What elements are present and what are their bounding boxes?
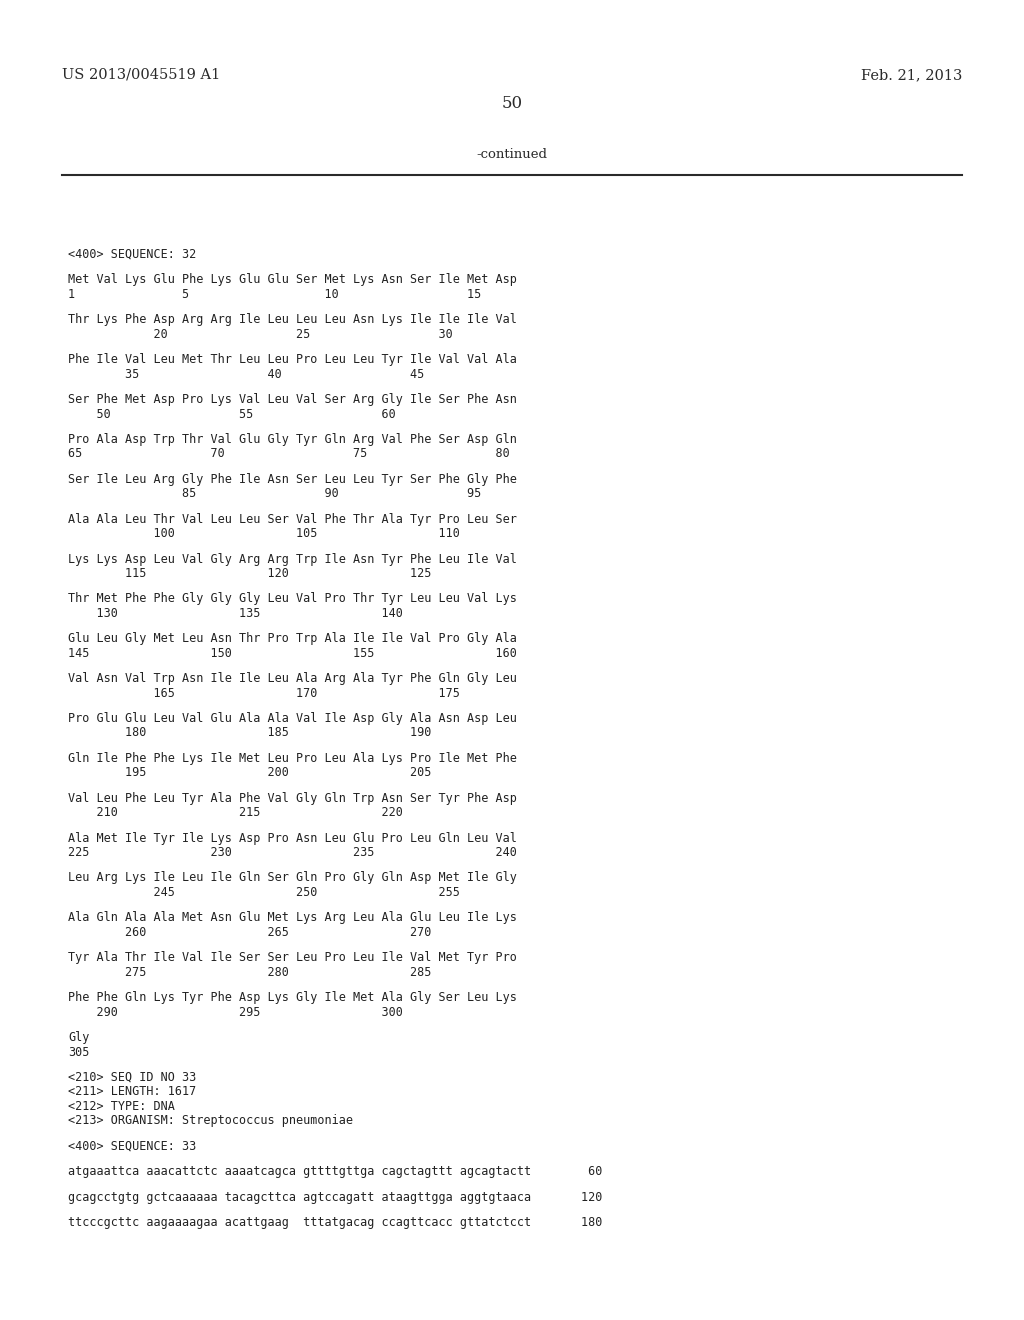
Text: 210                 215                 220: 210 215 220 [68, 807, 402, 820]
Text: 50                  55                  60: 50 55 60 [68, 408, 395, 421]
Text: Phe Ile Val Leu Met Thr Leu Leu Pro Leu Leu Tyr Ile Val Val Ala: Phe Ile Val Leu Met Thr Leu Leu Pro Leu … [68, 354, 517, 366]
Text: Leu Arg Lys Ile Leu Ile Gln Ser Gln Pro Gly Gln Asp Met Ile Gly: Leu Arg Lys Ile Leu Ile Gln Ser Gln Pro … [68, 871, 517, 884]
Text: Ser Ile Leu Arg Gly Phe Ile Asn Ser Leu Leu Tyr Ser Phe Gly Phe: Ser Ile Leu Arg Gly Phe Ile Asn Ser Leu … [68, 473, 517, 486]
Text: 245                 250                 255: 245 250 255 [68, 886, 460, 899]
Text: US 2013/0045519 A1: US 2013/0045519 A1 [62, 69, 220, 82]
Text: <210> SEQ ID NO 33: <210> SEQ ID NO 33 [68, 1071, 197, 1084]
Text: 145                 150                 155                 160: 145 150 155 160 [68, 647, 517, 660]
Text: <400> SEQUENCE: 32: <400> SEQUENCE: 32 [68, 248, 197, 261]
Text: 1               5                   10                  15: 1 5 10 15 [68, 288, 481, 301]
Text: -continued: -continued [476, 148, 548, 161]
Text: Val Asn Val Trp Asn Ile Ile Leu Ala Arg Ala Tyr Phe Gln Gly Leu: Val Asn Val Trp Asn Ile Ile Leu Ala Arg … [68, 672, 517, 685]
Text: Glu Leu Gly Met Leu Asn Thr Pro Trp Ala Ile Ile Val Pro Gly Ala: Glu Leu Gly Met Leu Asn Thr Pro Trp Ala … [68, 632, 517, 645]
Text: 225                 230                 235                 240: 225 230 235 240 [68, 846, 517, 859]
Text: Tyr Ala Thr Ile Val Ile Ser Ser Leu Pro Leu Ile Val Met Tyr Pro: Tyr Ala Thr Ile Val Ile Ser Ser Leu Pro … [68, 952, 517, 964]
Text: Thr Lys Phe Asp Arg Arg Ile Leu Leu Leu Asn Lys Ile Ile Ile Val: Thr Lys Phe Asp Arg Arg Ile Leu Leu Leu … [68, 313, 517, 326]
Text: Gln Ile Phe Phe Lys Ile Met Leu Pro Leu Ala Lys Pro Ile Met Phe: Gln Ile Phe Phe Lys Ile Met Leu Pro Leu … [68, 752, 517, 764]
Text: 100                 105                 110: 100 105 110 [68, 527, 460, 540]
Text: 180                 185                 190: 180 185 190 [68, 726, 431, 739]
Text: Ala Met Ile Tyr Ile Lys Asp Pro Asn Leu Glu Pro Leu Gln Leu Val: Ala Met Ile Tyr Ile Lys Asp Pro Asn Leu … [68, 832, 517, 845]
Text: 85                  90                  95: 85 90 95 [68, 487, 481, 500]
Text: Ser Phe Met Asp Pro Lys Val Leu Val Ser Arg Gly Ile Ser Phe Asn: Ser Phe Met Asp Pro Lys Val Leu Val Ser … [68, 393, 517, 407]
Text: Phe Phe Gln Lys Tyr Phe Asp Lys Gly Ile Met Ala Gly Ser Leu Lys: Phe Phe Gln Lys Tyr Phe Asp Lys Gly Ile … [68, 991, 517, 1005]
Text: Met Val Lys Glu Phe Lys Glu Glu Ser Met Lys Asn Ser Ile Met Asp: Met Val Lys Glu Phe Lys Glu Glu Ser Met … [68, 273, 517, 286]
Text: Ala Gln Ala Ala Met Asn Glu Met Lys Arg Leu Ala Glu Leu Ile Lys: Ala Gln Ala Ala Met Asn Glu Met Lys Arg … [68, 911, 517, 924]
Text: 20                  25                  30: 20 25 30 [68, 327, 453, 341]
Text: 35                  40                  45: 35 40 45 [68, 368, 424, 380]
Text: 275                 280                 285: 275 280 285 [68, 966, 431, 978]
Text: Thr Met Phe Phe Gly Gly Gly Leu Val Pro Thr Tyr Leu Leu Val Lys: Thr Met Phe Phe Gly Gly Gly Leu Val Pro … [68, 593, 517, 606]
Text: ttcccgcttc aagaaaagaa acattgaag  tttatgacag ccagttcacc gttatctcct       180: ttcccgcttc aagaaaagaa acattgaag tttatgac… [68, 1216, 602, 1229]
Text: Pro Ala Asp Trp Thr Val Glu Gly Tyr Gln Arg Val Phe Ser Asp Gln: Pro Ala Asp Trp Thr Val Glu Gly Tyr Gln … [68, 433, 517, 446]
Text: Val Leu Phe Leu Tyr Ala Phe Val Gly Gln Trp Asn Ser Tyr Phe Asp: Val Leu Phe Leu Tyr Ala Phe Val Gly Gln … [68, 792, 517, 805]
Text: Gly: Gly [68, 1031, 89, 1044]
Text: <212> TYPE: DNA: <212> TYPE: DNA [68, 1100, 175, 1113]
Text: Pro Glu Glu Leu Val Glu Ala Ala Val Ile Asp Gly Ala Asn Asp Leu: Pro Glu Glu Leu Val Glu Ala Ala Val Ile … [68, 711, 517, 725]
Text: Lys Lys Asp Leu Val Gly Arg Arg Trp Ile Asn Tyr Phe Leu Ile Val: Lys Lys Asp Leu Val Gly Arg Arg Trp Ile … [68, 553, 517, 565]
Text: 305: 305 [68, 1045, 89, 1059]
Text: atgaaattca aaacattctc aaaatcagca gttttgttga cagctagttt agcagtactt        60: atgaaattca aaacattctc aaaatcagca gttttgt… [68, 1166, 602, 1179]
Text: Feb. 21, 2013: Feb. 21, 2013 [860, 69, 962, 82]
Text: 195                 200                 205: 195 200 205 [68, 767, 431, 779]
Text: 165                 170                 175: 165 170 175 [68, 686, 460, 700]
Text: 65                  70                  75                  80: 65 70 75 80 [68, 447, 510, 461]
Text: 115                 120                 125: 115 120 125 [68, 568, 431, 579]
Text: 260                 265                 270: 260 265 270 [68, 925, 431, 939]
Text: 290                 295                 300: 290 295 300 [68, 1006, 402, 1019]
Text: 130                 135                 140: 130 135 140 [68, 607, 402, 620]
Text: Ala Ala Leu Thr Val Leu Leu Ser Val Phe Thr Ala Tyr Pro Leu Ser: Ala Ala Leu Thr Val Leu Leu Ser Val Phe … [68, 512, 517, 525]
Text: gcagcctgtg gctcaaaaaa tacagcttca agtccagatt ataagttgga aggtgtaaca       120: gcagcctgtg gctcaaaaaa tacagcttca agtccag… [68, 1191, 602, 1204]
Text: <211> LENGTH: 1617: <211> LENGTH: 1617 [68, 1085, 197, 1098]
Text: <400> SEQUENCE: 33: <400> SEQUENCE: 33 [68, 1139, 197, 1152]
Text: 50: 50 [502, 95, 522, 112]
Text: <213> ORGANISM: Streptococcus pneumoniae: <213> ORGANISM: Streptococcus pneumoniae [68, 1114, 353, 1127]
